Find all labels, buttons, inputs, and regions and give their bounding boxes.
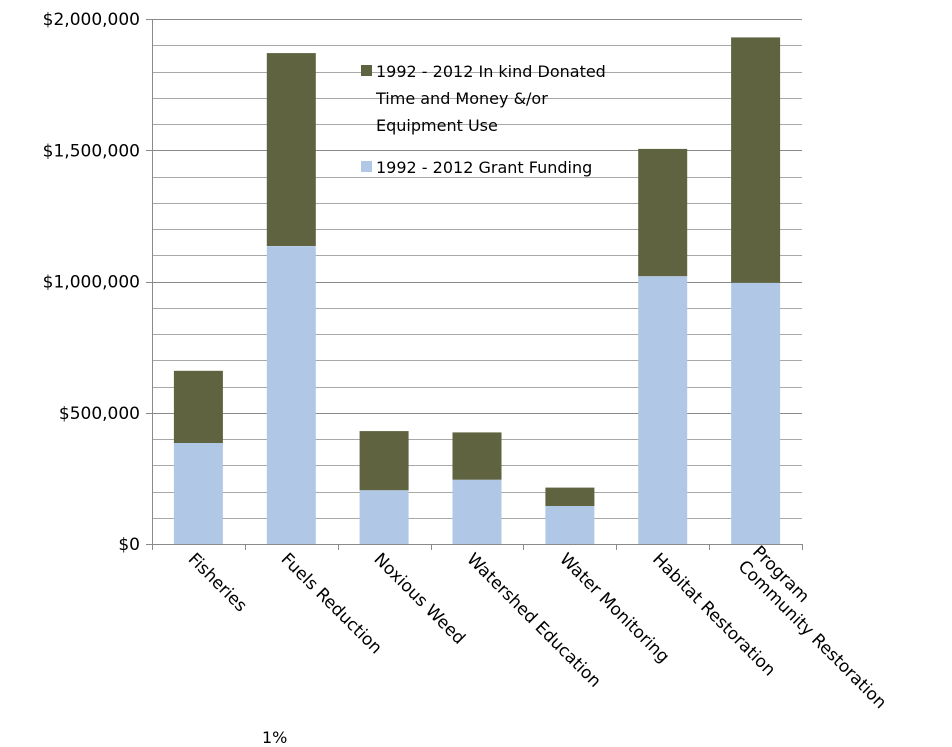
- axes: [146, 19, 803, 550]
- bar-segment-inkind-1: [266, 53, 316, 246]
- x-category-label: Fisheries: [184, 549, 251, 616]
- x-category-label: Fuels Reduction: [277, 549, 386, 658]
- x-category-label: ProgramCommunity Restoration: [734, 542, 905, 713]
- bar-segment-inkind-0: [173, 370, 223, 443]
- y-tick-label: $0: [118, 535, 140, 555]
- y-tick-label: $1,000,000: [43, 273, 140, 293]
- bar-segment-inkind-2: [359, 431, 409, 491]
- bar-segment-grant-3: [452, 479, 502, 544]
- bars: [173, 37, 781, 545]
- bar-segment-inkind-4: [545, 487, 595, 506]
- y-tick-label: $1,500,000: [43, 141, 140, 161]
- x-category-label: Noxious Weed: [370, 549, 469, 648]
- legend-label-inkind-line2: Time and Money &/or: [375, 89, 548, 108]
- y-tick-label: $2,000,000: [43, 10, 140, 30]
- bar-segment-inkind-6: [731, 37, 781, 283]
- bar-segment-grant-0: [173, 442, 223, 544]
- y-tick-label: $500,000: [59, 404, 140, 424]
- legend-label-grant: 1992 - 2012 Grant Funding: [376, 158, 592, 177]
- bar-segment-grant-6: [731, 282, 781, 544]
- legend-label-inkind-line1: 1992 - 2012 In kind Donated: [376, 62, 606, 81]
- bar-segment-inkind-5: [638, 148, 688, 277]
- bar-segment-grant-4: [545, 505, 595, 544]
- bar-segment-grant-1: [266, 246, 316, 544]
- bar-segment-inkind-3: [452, 432, 502, 480]
- gridlines: [152, 19, 802, 519]
- x-category-label-line: Community Restoration: [734, 557, 890, 713]
- bar-segment-grant-5: [638, 276, 688, 545]
- legend-swatch-grant: [361, 161, 372, 172]
- bar-segment-grant-2: [359, 490, 409, 544]
- footer-fragment: 1%: [262, 728, 288, 747]
- legend-label-inkind-line3: Equipment Use: [376, 116, 498, 135]
- y-tick-labels: $0 $500,000 $1,000,000 $1,500,000 $2,000,000: [43, 10, 140, 555]
- legend: 1992 - 2012 In kind Donated Time and Mon…: [361, 62, 606, 177]
- legend-swatch-inkind: [361, 65, 372, 76]
